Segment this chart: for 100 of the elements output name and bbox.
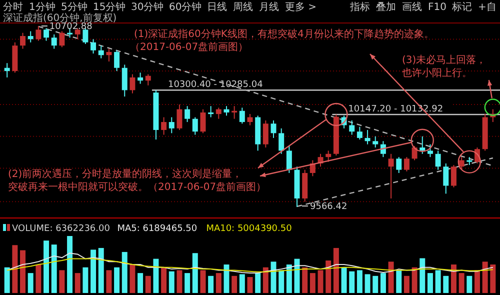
candlestick — [232, 106, 238, 120]
text: MA10: 5004390.50 — [206, 224, 292, 234]
candlestick — [20, 32, 26, 50]
bar — [396, 270, 402, 293]
candlestick — [168, 116, 174, 134]
bar — [90, 250, 96, 293]
candlestick — [192, 116, 198, 136]
bar — [161, 267, 167, 293]
bar — [450, 264, 456, 293]
bar — [326, 260, 332, 293]
bar — [184, 273, 190, 293]
bar — [200, 270, 206, 293]
candlestick — [326, 150, 332, 162]
candlestick — [59, 30, 65, 48]
text: 分时 — [3, 1, 23, 13]
bar — [192, 253, 198, 293]
candlestick — [67, 28, 73, 38]
text: 更多 > — [285, 1, 317, 13]
annotation: (1)深证成指60分钟K线图，有想突破4月份以来的下降趋势的迹象。 — [134, 28, 434, 40]
bar — [74, 273, 80, 293]
bar — [466, 276, 472, 293]
candlestick — [74, 28, 80, 40]
chart-title: 深证成指(60分钟,前复权) — [3, 12, 117, 24]
bar — [412, 267, 418, 293]
candlestick — [270, 120, 276, 138]
candlestick — [286, 145, 292, 174]
text: F10 — [428, 2, 446, 13]
annotation: (2)前两次遇压，分时是放量的阴线，这次则是缩量， — [8, 168, 242, 180]
annotation: 也许小阳上行。 — [402, 67, 472, 79]
bar — [153, 258, 159, 293]
candlestick — [106, 48, 112, 62]
bar — [380, 273, 386, 293]
bar — [435, 270, 441, 293]
candlestick — [145, 74, 151, 86]
candlestick — [458, 156, 464, 170]
text: MA5: 6189465.50 — [117, 224, 198, 234]
annotation: （2017-06-07盘前画图） — [130, 41, 248, 53]
candlestick — [247, 114, 253, 126]
bar — [138, 273, 144, 293]
candlestick — [278, 128, 284, 154]
bar — [490, 264, 496, 293]
candlestick — [239, 107, 245, 124]
candlestick — [388, 153, 394, 199]
candlestick — [216, 107, 222, 120]
candlestick — [412, 145, 418, 161]
text: 60分钟 — [169, 1, 202, 13]
candlestick — [372, 136, 378, 148]
candlestick — [90, 38, 96, 54]
candlestick — [349, 120, 355, 136]
text: 周线 — [233, 1, 253, 13]
bar — [12, 245, 18, 293]
candlestick — [396, 156, 402, 174]
bar — [4, 267, 10, 293]
candlestick — [184, 106, 190, 123]
bar — [341, 267, 347, 293]
bar — [482, 262, 488, 293]
annotation: 10702.88 — [49, 22, 93, 32]
bar — [239, 274, 245, 293]
bar — [255, 273, 261, 293]
bar — [318, 270, 324, 293]
candlestick — [420, 136, 426, 154]
bar — [122, 252, 128, 293]
bar — [145, 276, 151, 293]
candlestick — [161, 116, 167, 136]
candlestick — [208, 106, 214, 118]
candlestick — [450, 164, 456, 188]
bar — [364, 274, 370, 293]
text: 月线 — [259, 1, 279, 13]
bar — [286, 264, 292, 293]
bar — [420, 258, 426, 293]
bar — [278, 270, 284, 293]
text: 30分钟 — [131, 1, 164, 13]
candlestick — [404, 156, 410, 172]
bar — [208, 276, 214, 293]
candlestick — [122, 64, 128, 98]
bar — [176, 270, 182, 293]
bar — [106, 270, 112, 293]
annotation: 9566.42 — [310, 202, 348, 212]
candlestick — [36, 26, 42, 42]
bar — [262, 267, 268, 293]
candlestick — [98, 45, 104, 59]
bar — [388, 262, 394, 293]
candlestick — [427, 144, 433, 158]
bar — [302, 267, 308, 293]
bar — [333, 248, 339, 293]
text: 标记 — [451, 1, 472, 13]
text: 5分钟 — [61, 1, 88, 13]
ref-line-label: 10300.40 - 10285.04 — [168, 80, 264, 90]
candlestick — [4, 62, 10, 78]
legend-label: VOLUME: 6362236.00 — [12, 224, 110, 234]
bar — [20, 250, 26, 293]
bar — [247, 277, 253, 293]
bar — [51, 244, 57, 293]
candlestick — [176, 104, 182, 130]
bar — [28, 273, 34, 293]
bar — [168, 271, 174, 293]
candlestick — [262, 120, 268, 148]
bar — [310, 273, 316, 293]
text: 指标 — [349, 1, 370, 13]
bar — [372, 276, 378, 293]
